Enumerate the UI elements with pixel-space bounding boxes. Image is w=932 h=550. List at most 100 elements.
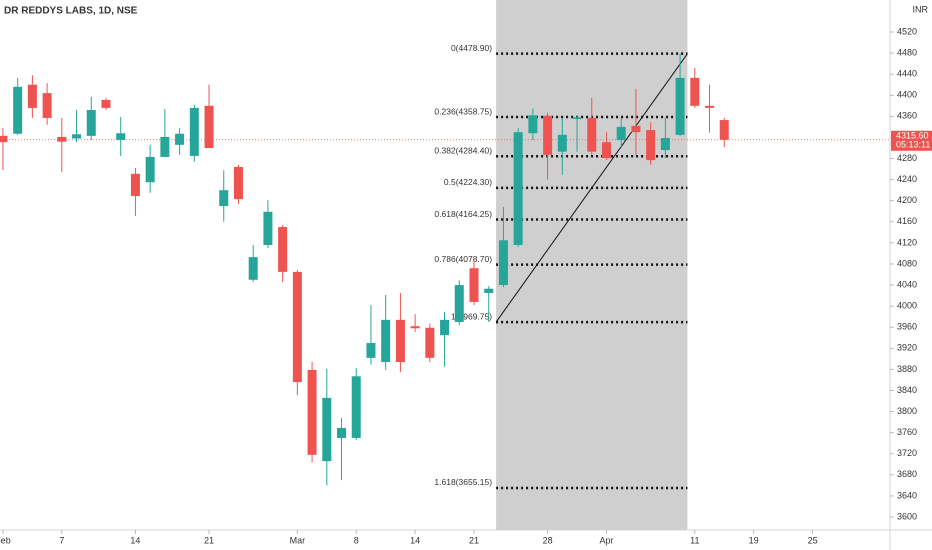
candle-body [57,136,67,142]
candle-body [116,133,126,141]
candle-body [557,134,567,152]
y-tick-label: 4360 [897,111,917,121]
last-price-label: 4315.60 [896,131,929,141]
candle-body [307,369,317,455]
candle-body [13,86,23,134]
y-tick-label: 3880 [897,364,917,374]
candle-body [42,93,52,118]
currency-label: INR [913,4,929,14]
x-tick-label: Mar [290,535,306,545]
y-tick-label: 3680 [897,469,917,479]
y-tick-label: 3840 [897,385,917,395]
y-tick-label: 4400 [897,90,917,100]
x-tick-label: 14 [410,535,420,545]
candle-body [675,77,685,135]
candle-body [513,132,523,245]
candle-body [705,105,715,108]
candle-body [690,77,700,106]
candle-body [440,319,450,336]
candle-body [130,173,140,196]
fib-label: 0.236(4358.75) [434,106,492,116]
chart-title: DR REDDYS LABS, 1D, NSE [4,6,138,17]
x-tick-label: 28 [543,535,553,545]
candle-body [337,427,347,438]
fib-label: 0.618(4164.25) [434,209,492,219]
candle-body [719,120,729,140]
y-tick-label: 3640 [897,490,917,500]
candle-body [646,130,656,161]
candle-body [175,133,185,145]
candle-body [587,117,597,152]
candle-body [484,288,494,293]
x-tick-label: 19 [749,535,759,545]
y-tick-label: 4200 [897,195,917,205]
y-tick-label: 4000 [897,301,917,311]
candle-body [219,190,229,206]
y-tick-label: 3920 [897,343,917,353]
x-tick-label: Feb [0,535,11,545]
candle-body [616,126,626,141]
fib-label: 0(4478.90) [451,43,492,53]
candle-body [469,268,479,302]
candle-body [572,117,582,119]
candle-body [263,211,273,245]
y-tick-label: 4520 [897,26,917,36]
y-tick-label: 4280 [897,153,917,163]
y-tick-label: 3760 [897,427,917,437]
y-tick-label: 3800 [897,406,917,416]
candle-body [86,110,96,136]
candle-body [72,134,82,139]
last-price-box [891,130,932,151]
x-tick-label: 14 [130,535,140,545]
y-tick-label: 4120 [897,237,917,247]
candle-body [528,115,538,134]
x-tick-label: 11 [690,535,699,545]
y-tick-label: 4040 [897,279,917,289]
candle-body [454,285,464,322]
y-tick-label: 3720 [897,448,917,458]
candle-body [204,105,214,148]
candle-body [631,125,641,133]
candle-body [248,257,258,280]
candle-body [498,240,508,286]
candle-body [410,326,420,329]
y-tick-label: 4080 [897,258,917,268]
y-tick-label: 4160 [897,216,917,226]
candle-body [233,166,243,200]
y-tick-label: 3600 [897,511,917,521]
candle-body [395,319,405,363]
candle-body [322,397,332,462]
candle-body [660,137,670,151]
candle-body [278,227,288,272]
fib-trend [495,53,688,323]
candle-body [0,135,8,143]
fib-label: 0.5(4224.30) [444,177,492,187]
fib-label: 1.618(3655.15) [434,477,492,487]
x-tick-label: 21 [469,535,479,545]
candle-body [145,156,155,183]
fib-label: 0.786(4078.70) [434,254,492,264]
plot: 0(4478.90) 0.236(4358.75) 0.382(4284.40) 0.… [0,0,890,530]
candle-body [425,327,435,358]
x-tick-label: 7 [59,535,64,545]
y-tick-label: 4440 [897,69,917,79]
fib-label: 1(3969.75) [451,311,492,321]
y-tick-label: 3960 [897,322,917,332]
candle-body [366,343,376,358]
candle-body [101,100,111,108]
candle-body [601,142,611,159]
y-tick-label: 4240 [897,174,917,184]
x-tick-label: 25 [808,535,818,545]
candle-body [543,115,553,155]
x-tick-label: 21 [204,535,214,545]
candle-body [27,84,37,108]
x-tick-label: 8 [354,535,359,545]
candle-body [351,376,361,438]
x-tick-label: Apr [599,535,613,545]
candle-body [292,271,302,383]
candle-body [160,136,170,157]
candle-body [189,107,199,156]
